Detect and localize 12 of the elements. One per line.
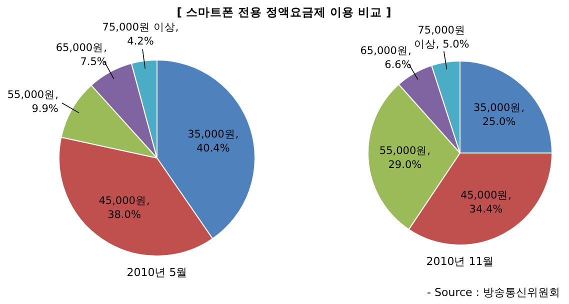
data-label: 35,000원, 25.0% [474,102,525,128]
text: - Source : 방송통신위원회 [427,286,560,299]
data-label: 55,000원, 9.9% [7,89,58,116]
data-label: 75,000원 이상, 5.0% [414,24,470,51]
data-label: 45,000원, 38.0% [98,194,150,221]
text: [ 스마트폰 전용 정액요금제 이용 비교 ] [176,5,392,19]
data-label: 65,000원, 6.6% [360,44,412,71]
text: 2010년 5월 [126,266,188,279]
data-label: 45,000원, 34.4% [460,190,512,216]
text: 2010년 11월 [426,255,494,268]
data-label: 55,000원, 29.0% [379,144,430,171]
data-label: 35,000원, 40.4% [188,128,239,155]
